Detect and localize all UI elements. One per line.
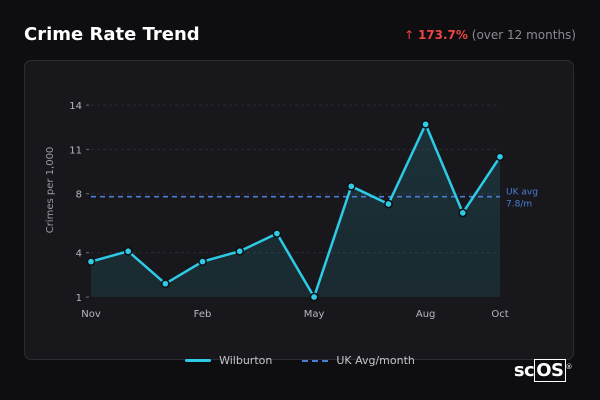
data-point [458, 208, 468, 218]
reference-label: UK avg [506, 188, 538, 198]
legend-label-reference: UK Avg/month [336, 354, 415, 367]
legend-swatch-reference [302, 359, 329, 362]
change-indicator: ↑ 173.7% (over 12 months) [404, 28, 576, 42]
legend-label-series: Wilburton [219, 354, 273, 367]
x-tick-label: Oct [491, 309, 508, 320]
y-axis-label: Crimes per 1,000 [45, 147, 56, 234]
data-point [384, 199, 393, 209]
y-tick-label: 8 [76, 190, 82, 201]
chart-legend: Wilburton UK Avg/month [0, 354, 600, 367]
data-point [309, 292, 319, 302]
y-tick-label: 4 [76, 249, 82, 260]
y-tick-label: 1 [76, 293, 82, 304]
x-tick-label: Nov [81, 309, 101, 320]
y-tick-label: 11 [69, 145, 82, 156]
data-point [198, 257, 207, 266]
y-tick-label: 14 [69, 101, 82, 112]
change-note: (over 12 months) [471, 28, 576, 42]
data-point [235, 246, 245, 256]
data-point [346, 181, 356, 191]
data-point [123, 246, 133, 256]
series-area [91, 124, 500, 298]
legend-item-series: Wilburton [185, 354, 272, 367]
data-point [421, 119, 430, 129]
brand-logo: sc OS ® [513, 359, 572, 382]
trend-up-icon: ↑ [404, 28, 415, 42]
reference-value-label: 7.8/m [506, 200, 532, 210]
chart-title: Crime Rate Trend [24, 24, 200, 45]
data-point [86, 257, 96, 266]
x-tick-label: Aug [416, 309, 436, 320]
data-point [161, 279, 170, 289]
x-tick-label: Feb [194, 309, 212, 320]
data-point [272, 229, 282, 238]
x-tick-label: May [304, 309, 325, 320]
legend-item-reference: UK Avg/month [302, 354, 415, 367]
legend-swatch-series [185, 359, 212, 362]
data-point [495, 152, 505, 162]
series-line [89, 123, 502, 299]
change-percent: 173.7% [417, 28, 468, 42]
